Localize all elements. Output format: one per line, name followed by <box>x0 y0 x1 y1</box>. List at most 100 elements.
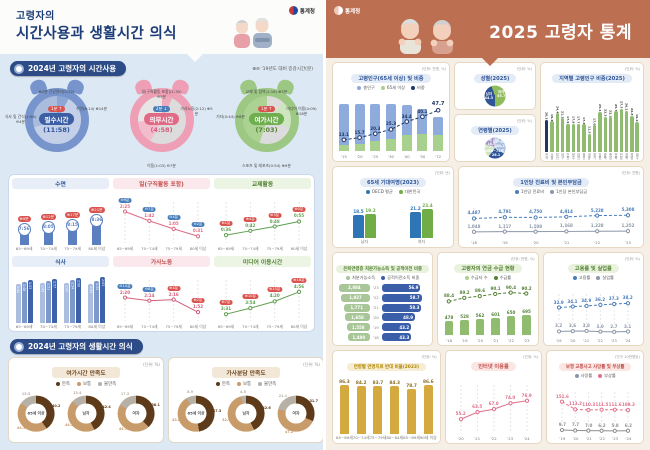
chart-shape <box>448 292 527 302</box>
income-rows-chart: 2,084'23 56.9 1,927'22 58.7 1,771'21 58.3 1,65… <box>336 282 429 343</box>
bar-chart: 86.3 65~69세 84.2 70~74세 83.7 75~79세 84.3 80~84세… <box>336 373 437 441</box>
category-label: 75~79세 <box>165 324 182 329</box>
legend-label: 보통 <box>82 382 92 387</box>
left-bar-area: 1,480 <box>336 333 370 342</box>
bar <box>339 384 349 434</box>
bar-column: 19.4 서울 <box>549 85 554 159</box>
right-bar-area: 58.3 <box>381 303 429 312</box>
change-badge: ⊕7분 <box>219 300 233 306</box>
chart-title: 수면 <box>12 178 109 189</box>
clock-annotation: 일(구직활동 포함)(1:30) ⊖9분 <box>141 89 182 99</box>
bar-value-label: 84.3 <box>389 381 401 387</box>
income-row: 1,480'18 43.3 <box>336 333 429 342</box>
point-value-label: 111.5 <box>595 401 609 407</box>
panel-header: 은퇴연령층 처분가능소득 및 공적이전 비중 <box>336 255 430 274</box>
legend-item: 실업률 <box>596 275 614 281</box>
category-label: '23 <box>507 436 514 441</box>
category-label: 70~74세 <box>352 435 370 440</box>
panel-title: 고령자의 연금 수급 현황 <box>454 264 522 273</box>
clock-annotation: 식사 및 간식(1:56) ⊖4분 <box>4 114 37 124</box>
bar-row: 1:47 1:54 2:00 <box>64 277 82 323</box>
legend: 사망률 부상률 <box>550 373 640 379</box>
slice-label: 4.5 <box>240 390 246 395</box>
chart-shape <box>341 137 347 143</box>
chart-shape <box>564 214 569 219</box>
year-label: '20 <box>372 314 379 320</box>
bar-value-label: 20.3 <box>544 112 549 120</box>
mini-chart-sleep: 수면 ⊕9분 7:56 65~69세 ⊕12분 8:05 70~74세 ⊕17분 8:15 75… <box>12 178 109 252</box>
bar <box>592 124 597 152</box>
bar-column: ⊕12분 8:05 70~74세 <box>36 190 60 252</box>
stats-korea-logo-icon <box>334 6 343 15</box>
legend-label: 불만족 <box>104 382 117 387</box>
legend-dot-icon <box>55 382 60 386</box>
share-value-label: 25.3 <box>385 121 397 127</box>
bar-wrap: 1:43 <box>88 284 94 323</box>
slice-label: 80세 이상 18.8 <box>484 138 499 147</box>
clock-annotation: 미디어 이용(4:09) ⊕18분 <box>286 106 317 116</box>
rate-value-label: 89.2 <box>459 289 470 295</box>
point-value-label: 36.2 <box>594 296 606 302</box>
point-value-label: 1:05 <box>168 220 179 226</box>
chart-shape <box>357 135 362 140</box>
chart-shape <box>147 218 152 223</box>
panel-header: 1인당 진료비 및 본인부담금 (단위: 천원) <box>462 169 640 188</box>
legend-item: 불만족 <box>98 381 116 387</box>
chart-shape <box>611 329 616 334</box>
slice-value: 17.2 <box>120 392 130 397</box>
point-value-label: 6.2 <box>624 422 632 428</box>
category-label: '18 <box>446 338 453 343</box>
poster-time-use: 고령자의 시간사용과 생활시간 의식 통계청 2024년 고령자의 시간사용 ⊕… <box>0 0 323 450</box>
clock-obligatory-time: 2분 ↓ 의무시간 (4:58) 일(구직활동 포함)(1:30) ⊖9분 가사… <box>113 77 213 173</box>
chart-shape <box>471 216 477 221</box>
chart-shape <box>558 302 628 309</box>
clock-name: 의무시간 <box>143 113 180 125</box>
share-value-label: 40.1 <box>417 108 428 114</box>
panel-header: 가사분담 만족도 (단위: %) <box>171 360 321 379</box>
change-badge: ⊕15분 <box>267 287 283 293</box>
category-label: 강원 <box>597 152 602 159</box>
chart-shape <box>272 299 277 304</box>
chart-shape <box>462 295 467 300</box>
legend-item: 수급률 <box>493 275 511 281</box>
category-label: '24 <box>625 436 632 441</box>
point-value-label: 2:25 <box>119 203 131 209</box>
point-value-label: 3.1 <box>624 323 632 329</box>
legend-label: 1인당 본인부담금 <box>556 189 588 194</box>
chart-shape <box>473 214 629 219</box>
chart-shape <box>491 407 496 412</box>
category-label: '20 <box>356 154 363 159</box>
bar-value-label: 83.7 <box>372 381 384 387</box>
income-bar: 1,480 <box>347 333 370 342</box>
stacked-bar <box>338 104 349 151</box>
category-label: 75~79세 <box>266 246 283 251</box>
chart-shape <box>562 429 629 432</box>
point-value-label: 4,914 <box>559 208 573 214</box>
bar-column: 86.6 90세 이상 <box>420 373 437 441</box>
point-value-label: 34.9 <box>581 297 592 303</box>
poster-statistics-2025: 통계청 2025 고령자 통계 고령인구(65세 이상) 및 비중 (단위: 천… <box>326 0 650 450</box>
left-bar-area: 1,927 <box>336 293 370 302</box>
legend-item: 보통 <box>76 381 92 387</box>
point-value-label: 7.7 <box>571 422 580 428</box>
bar-value-label: 1:52 <box>94 282 99 290</box>
bar-value-label: 21.2 <box>560 110 565 119</box>
clock-annotation: ⊕2분 건강관리(0:12) <box>38 89 75 94</box>
share-value-label: 15.7 <box>354 129 365 135</box>
bar: 2:03 <box>100 276 106 323</box>
panel-title: 고령인구(65세 이상) 및 비중 <box>351 74 431 83</box>
legend-label: 공적이전소득 비중 <box>387 275 420 280</box>
legend-item: 비중 <box>411 85 425 91</box>
chart-shape <box>372 131 378 136</box>
donut-chores-total: 65세 이상 47.3 43.8 8.9 <box>171 390 221 437</box>
life-expectancy-chart: 18.5 19.2 남자 21.2 23.4 여자 <box>336 196 450 245</box>
panel-title: 1인당 진료비 및 본인부담금 <box>513 178 589 187</box>
category-label: '40 <box>403 154 410 159</box>
legend-dot-icon <box>365 190 370 194</box>
point-value-label: 32.9 <box>553 299 564 305</box>
chart-shape <box>388 127 394 132</box>
section-row-time-use: 2024년 고령자의 시간사용 ⊕⊖ '19년도 대비 증감시간(분) <box>10 61 313 76</box>
bar-value-label: 84.2 <box>355 381 367 387</box>
chart-shape <box>625 301 630 306</box>
